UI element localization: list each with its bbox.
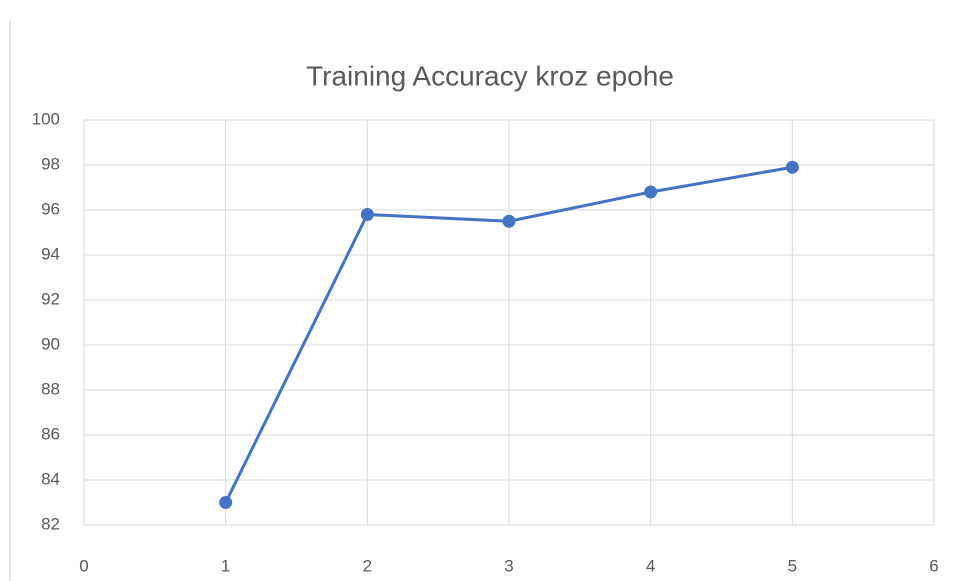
y-tick-label: 94 <box>41 244 60 263</box>
marker <box>360 208 374 221</box>
x-tick-label: 6 <box>929 556 938 575</box>
x-tick-label: 2 <box>363 556 372 575</box>
x-tick-label: 1 <box>221 556 230 575</box>
plot-border <box>83 119 935 526</box>
x-tick-label: 4 <box>646 556 655 575</box>
x-tick-label: 3 <box>504 556 513 575</box>
y-tick-label: 86 <box>41 424 60 443</box>
y-tick-label: 98 <box>41 154 60 173</box>
x-tick-label: 5 <box>788 556 797 575</box>
y-tick-label: 88 <box>41 379 60 398</box>
x-tick-label: 0 <box>79 556 88 575</box>
chart-title: Training Accuracy kroz epohe <box>306 60 674 91</box>
y-tick-label: 92 <box>41 289 60 308</box>
y-tick-label: 100 <box>32 109 60 128</box>
marker <box>785 160 799 174</box>
marker <box>502 214 516 228</box>
y-tick-label: 96 <box>41 199 60 218</box>
y-tick-label: 82 <box>41 514 60 533</box>
marker <box>644 185 658 199</box>
y-tick-label: 84 <box>41 469 60 488</box>
y-tick-label: 90 <box>41 334 60 353</box>
marker <box>219 496 233 509</box>
